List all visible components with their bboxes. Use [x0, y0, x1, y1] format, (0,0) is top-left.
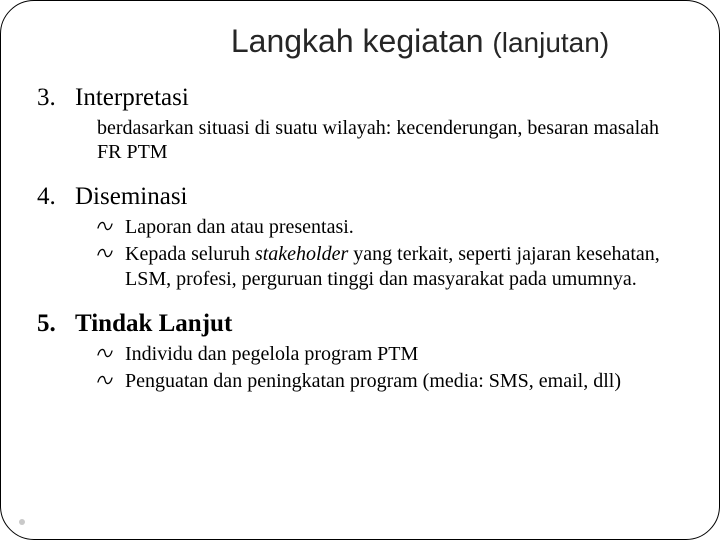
- bullet-icon: [97, 219, 113, 239]
- section-3-heading: 3. Interpretasi: [37, 84, 691, 112]
- bullet-text: Laporan dan atau presentasi.: [125, 216, 354, 238]
- list-item: Kepada seluruh stakeholder yang terkait,…: [97, 242, 691, 292]
- section-5-bullets: Individu dan pegelola program PTM Pengua…: [97, 342, 691, 394]
- list-item: Penguatan dan peningkatan program (media…: [97, 369, 691, 394]
- section-3-number: 3.: [37, 84, 65, 112]
- corner-decoration: [19, 519, 25, 525]
- bullet-text-italic: stakeholder: [255, 243, 348, 265]
- list-item: Individu dan pegelola program PTM: [97, 342, 691, 367]
- section-3-title: Interpretasi: [75, 84, 189, 112]
- section-5-heading: 5. Tindak Lanjut: [37, 310, 691, 338]
- bullet-icon: [97, 246, 113, 266]
- title-sub: (lanjutan): [492, 27, 609, 58]
- bullet-icon: [97, 346, 113, 366]
- section-3: 3. Interpretasi berdasarkan situasi di s…: [37, 84, 691, 165]
- section-4-title: Diseminasi: [75, 183, 188, 211]
- title-main: Langkah kegiatan: [231, 23, 484, 59]
- section-4-bullets: Laporan dan atau presentasi. Kepada selu…: [97, 215, 691, 292]
- section-5-number: 5.: [37, 310, 65, 338]
- section-5-title: Tindak Lanjut: [75, 310, 232, 338]
- section-5: 5. Tindak Lanjut Individu dan pegelola p…: [37, 310, 691, 394]
- section-4: 4. Diseminasi Laporan dan atau presentas…: [37, 183, 691, 292]
- bullet-icon: [97, 373, 113, 393]
- section-list: 3. Interpretasi berdasarkan situasi di s…: [37, 84, 691, 394]
- bullet-text: Individu dan pegelola program PTM: [125, 343, 418, 365]
- section-4-number: 4.: [37, 183, 65, 211]
- section-4-heading: 4. Diseminasi: [37, 183, 691, 211]
- list-item: Laporan dan atau presentasi.: [97, 215, 691, 240]
- slide-frame: Langkah kegiatan (lanjutan) 3. Interpret…: [0, 0, 720, 540]
- slide-title: Langkah kegiatan (lanjutan): [149, 23, 691, 60]
- bullet-text-pre: Kepada seluruh: [125, 243, 255, 265]
- bullet-text: Penguatan dan peningkatan program (media…: [125, 370, 621, 392]
- section-3-description: berdasarkan situasi di suatu wilayah: ke…: [97, 116, 681, 165]
